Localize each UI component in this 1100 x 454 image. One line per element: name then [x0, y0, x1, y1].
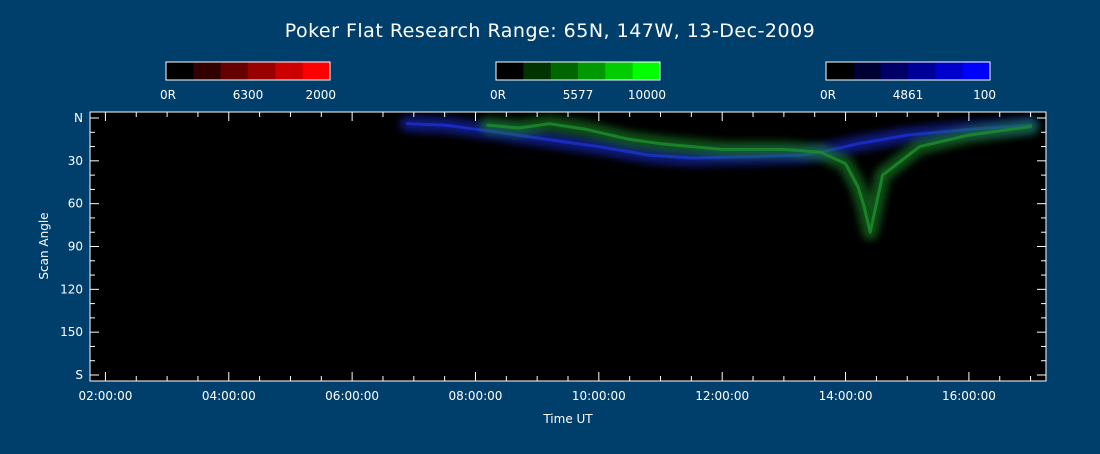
feature-5577-core: [486, 122, 1033, 234]
y-axis-label: Scan Angle: [37, 212, 51, 279]
x-tick-label: 12:00:00: [695, 389, 749, 403]
x-tick-label: 06:00:00: [325, 389, 379, 403]
colorbar-4861-segment: [962, 62, 991, 80]
colorbar-5577-segment: [496, 62, 524, 80]
colorbar-6300-segment: [166, 62, 194, 80]
y-tick-label: 90: [68, 240, 83, 254]
x-tick-label: 16:00:00: [942, 389, 996, 403]
colorbar-4861-segment: [935, 62, 964, 80]
colorbar-4861-min-label: 0R: [820, 88, 836, 102]
y-axis: N 30 60 90 120 150 S: [60, 111, 1046, 382]
plot-background: [90, 112, 1046, 381]
colorbar-4861-segment: [908, 62, 936, 80]
x-axis-label: Time UT: [542, 412, 593, 426]
colorbar-6300-segment: [248, 62, 276, 80]
colorbar-6300-segment: [193, 62, 222, 80]
colorbar-6300-min-label: 0R: [160, 88, 176, 102]
colorbar-6300-segment: [220, 62, 249, 80]
colorbar-6300-segment: [302, 62, 331, 80]
colorbars: 0R 6300 2000 0R 5577 10000 0R 4861 100: [160, 61, 996, 102]
colorbar-5577-segment: [578, 62, 606, 80]
y-tick-label: 150: [60, 325, 83, 339]
emission-features: [399, 115, 1039, 241]
x-tick-label: 04:00:00: [202, 389, 256, 403]
colorbar-4861-segment: [880, 62, 909, 80]
x-tick-label: 10:00:00: [572, 389, 626, 403]
colorbar-5577-segment: [550, 62, 579, 80]
colorbar-5577-segment: [605, 62, 634, 80]
chart-title: Poker Flat Research Range: 65N, 147W, 13…: [285, 20, 816, 42]
colorbar-4861-segment: [826, 62, 854, 80]
x-tick-label: 14:00:00: [819, 389, 873, 403]
x-tick-label: 08:00:00: [449, 389, 503, 403]
colorbar-6300-max-label: 2000: [305, 88, 336, 102]
colorbar-4861-mid-label: 4861: [893, 88, 924, 102]
colorbar-6300-segment: [275, 62, 304, 80]
y-tick-label: 120: [60, 282, 83, 296]
colorbar-5577-segment: [632, 62, 661, 80]
colorbar-5577-frame: [495, 61, 661, 81]
colorbar-5577-max-label: 10000: [628, 88, 666, 102]
y-tick-label: S: [75, 368, 83, 382]
colorbar-6300-mid-label: 6300: [233, 88, 264, 102]
y-tick-label: 60: [68, 197, 83, 211]
colorbar-5577-min-label: 0R: [490, 88, 506, 102]
y-tick-label: N: [74, 111, 83, 125]
colorbar-6300-frame: [165, 61, 331, 81]
colorbar-4861-segment: [853, 62, 882, 80]
x-tick-label: 02:00:00: [78, 389, 132, 403]
colorbar-4861-max-label: 100: [973, 88, 996, 102]
colorbar-4861-frame: [825, 61, 991, 81]
colorbar-5577-mid-label: 5577: [563, 88, 594, 102]
colorbar-5577-segment: [523, 62, 552, 80]
x-axis: 02:00:00 04:00:00 06:00:00 08:00:00 10:00:00…: [78, 112, 1032, 403]
y-tick-label: 30: [68, 154, 83, 168]
